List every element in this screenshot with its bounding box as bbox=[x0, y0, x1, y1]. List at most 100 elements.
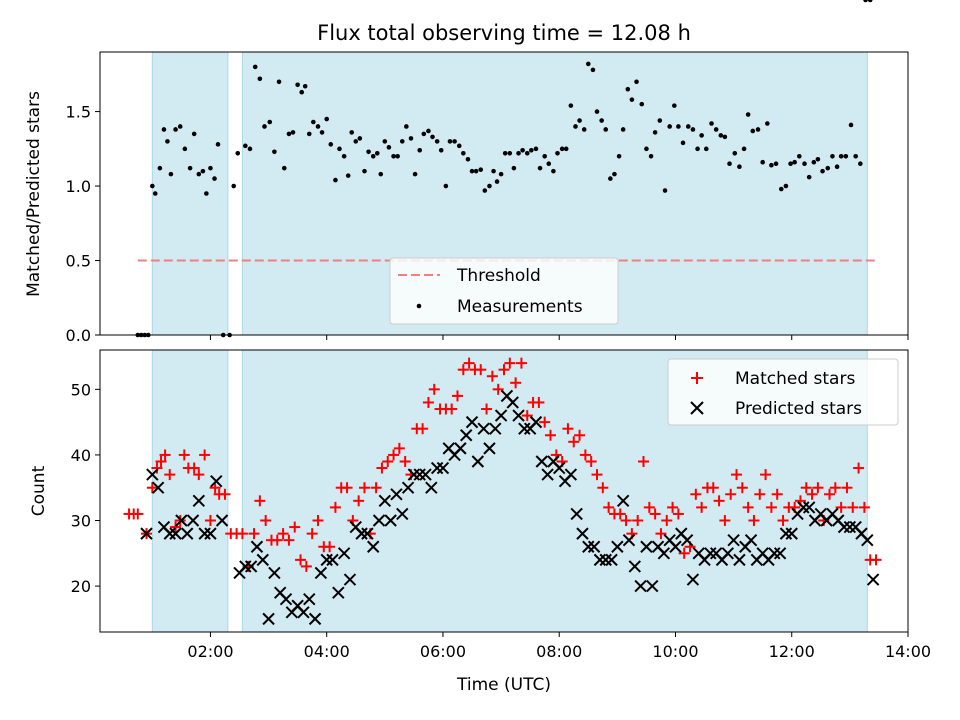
ytick-label: 1.5 bbox=[66, 103, 91, 122]
measurement-point bbox=[616, 153, 622, 159]
measurement-point bbox=[165, 139, 170, 144]
predicted-star-point bbox=[198, 527, 211, 540]
legend-matched-label: Matched stars bbox=[735, 369, 855, 389]
predicted-star-point bbox=[361, 527, 374, 540]
measurement-point bbox=[741, 146, 747, 152]
predicted-star-point bbox=[628, 560, 641, 573]
matched-star-point bbox=[306, 528, 318, 540]
matched-star-point bbox=[193, 469, 205, 481]
predicted-star-point bbox=[396, 507, 409, 521]
measurement-point bbox=[333, 177, 338, 183]
matched-star-point bbox=[199, 449, 211, 461]
measurement-point bbox=[594, 109, 600, 114]
predicted-star-point bbox=[186, 514, 200, 527]
predicted-star-point bbox=[407, 468, 421, 481]
bottom-axes-frame bbox=[99, 349, 909, 633]
matched-star-point bbox=[260, 515, 272, 527]
matched-star-point bbox=[858, 501, 870, 513]
matched-star-point bbox=[579, 449, 591, 461]
predicted-star-point bbox=[686, 573, 700, 586]
matched-star-point bbox=[155, 455, 167, 467]
measurement-point bbox=[834, 164, 840, 169]
measurement-point bbox=[473, 168, 479, 174]
predicted-star-point bbox=[332, 586, 345, 599]
matched-star-point bbox=[358, 482, 370, 494]
measurement-point bbox=[328, 142, 334, 147]
top-axis-ticks: 0.0 0.5 1.0 1.5 bbox=[66, 103, 909, 345]
measurement-point bbox=[644, 146, 649, 152]
predicted-star-point bbox=[337, 547, 351, 560]
bottom-panel: 20 30 40 50 02:00 04:00 06:00 08:00 10:00 12:00 14… bbox=[29, 349, 931, 695]
matched-star-point bbox=[219, 488, 231, 500]
predicted-star-point bbox=[669, 540, 682, 553]
measurement-point bbox=[438, 148, 444, 153]
measurement-point bbox=[755, 127, 761, 132]
predicted-star-point bbox=[768, 547, 781, 560]
xtick-label: 12:00 bbox=[769, 642, 815, 661]
predicted-star-point bbox=[419, 468, 432, 481]
top-legend-box bbox=[389, 257, 619, 325]
matched-star-point bbox=[498, 364, 510, 376]
predicted-star-point bbox=[843, 520, 857, 534]
measurement-point bbox=[290, 130, 296, 135]
predicted-star-point bbox=[570, 507, 583, 521]
measurement-point bbox=[267, 119, 273, 125]
measurement-point bbox=[815, 156, 821, 162]
measurement-point bbox=[825, 165, 831, 171]
matched-star-point bbox=[132, 508, 144, 520]
measurement-point bbox=[529, 148, 534, 153]
measurement-point bbox=[639, 101, 645, 107]
matched-star-point bbox=[649, 508, 661, 520]
xtick-label: 02:00 bbox=[187, 642, 233, 661]
matched-star-point bbox=[777, 515, 789, 527]
legend-measurements-swatch bbox=[416, 303, 422, 309]
predicted-star-point bbox=[593, 553, 607, 567]
measurement-point bbox=[685, 124, 691, 129]
measurement-point bbox=[215, 142, 221, 147]
predicted-star-point bbox=[797, 501, 810, 514]
matched-star-point bbox=[614, 508, 626, 520]
measurement-point bbox=[357, 136, 363, 141]
matched-star-point bbox=[678, 547, 690, 559]
predicted-star-point bbox=[384, 514, 397, 527]
ytick-label: 1.0 bbox=[66, 177, 91, 196]
matched-star-point bbox=[457, 364, 469, 376]
matched-star-point bbox=[515, 357, 527, 369]
measurement-point bbox=[858, 161, 863, 167]
matched-star-point bbox=[539, 416, 551, 428]
measurement-point bbox=[319, 130, 325, 135]
predicted-star-point bbox=[744, 533, 758, 547]
measurement-point bbox=[516, 150, 521, 156]
predicted-star-point bbox=[866, 573, 880, 586]
matched-star-point bbox=[446, 403, 458, 415]
measurement-point bbox=[830, 153, 835, 159]
predicted-star-point bbox=[180, 527, 194, 540]
measurement-point bbox=[796, 153, 802, 159]
matched-star-point bbox=[178, 449, 190, 461]
measurement-point bbox=[404, 124, 409, 129]
measurement-point bbox=[177, 124, 183, 129]
ytick-label: 0.5 bbox=[66, 252, 91, 271]
predicted-star-point bbox=[727, 533, 740, 547]
measurement-point bbox=[680, 140, 686, 146]
matched-star-point bbox=[492, 383, 504, 395]
xtick-label: 06:00 bbox=[420, 642, 466, 661]
measurement-point bbox=[212, 176, 217, 181]
predicted-star-point bbox=[646, 579, 659, 593]
matched-star-point bbox=[812, 482, 824, 494]
predicted-star-point bbox=[244, 560, 258, 573]
measurement-point bbox=[863, 0, 868, 3]
matched-star-point bbox=[370, 482, 382, 494]
predicted-star-point bbox=[494, 409, 508, 422]
measurement-point bbox=[235, 150, 241, 156]
measurement-point bbox=[568, 103, 574, 108]
predicted-star-point bbox=[256, 553, 269, 567]
predicted-star-point bbox=[785, 527, 798, 540]
predicted-star-point bbox=[622, 533, 636, 547]
matched-star-point bbox=[800, 482, 812, 494]
predicted-star-point bbox=[471, 455, 485, 468]
measurement-point bbox=[465, 156, 471, 162]
predicted-star-point bbox=[425, 481, 438, 494]
measurement-point bbox=[573, 124, 578, 129]
matched-star-point bbox=[754, 488, 766, 500]
